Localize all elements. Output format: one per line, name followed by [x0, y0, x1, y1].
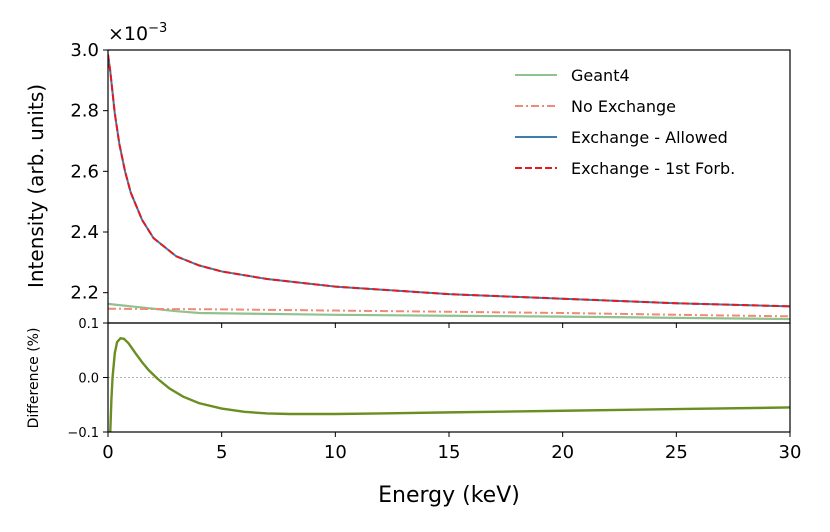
bottom-y-tick-label: −0.1 — [67, 426, 99, 441]
bottom-y-axis-label: Difference (%) — [26, 328, 42, 429]
top-series-lines — [108, 54, 790, 321]
x-tick-label: 25 — [665, 442, 688, 463]
series-line-exchange-1st-forb — [108, 54, 790, 308]
top-plot-frame — [107, 49, 791, 324]
top-y-tick-label: 3.0 — [70, 40, 99, 61]
bottom-y-tick-label: 0.1 — [78, 317, 99, 332]
x-tick-label: 30 — [779, 442, 802, 463]
bottom-series-lines — [108, 336, 790, 432]
top-y-tick-label: 2.8 — [70, 101, 99, 122]
series-line-geant4 — [108, 302, 790, 321]
top-panel: 2.2 2.4 2.6 2.8 3.0 Intensity (arb. units) ×… — [24, 21, 791, 328]
top-y-ticks: 2.2 2.4 2.6 2.8 3.0 — [70, 40, 108, 304]
bottom-panel: −0.1 0.0 0.1 0 5 10 15 20 25 30 Difference (%) E… — [26, 317, 801, 508]
top-x-ticks — [107, 323, 791, 328]
bottom-y-ticks: −0.1 0.0 0.1 — [67, 317, 108, 441]
series-line-no-exchange — [108, 307, 790, 318]
series-line-difference — [109, 336, 790, 432]
x-tick-label: 20 — [551, 442, 574, 463]
x-tick-label: 5 — [216, 442, 227, 463]
x-tick-label: 0 — [102, 442, 113, 463]
legend: Geant4 No Exchange Exchange - Allowed Excha… — [515, 66, 735, 178]
legend-label: Exchange - Allowed — [571, 128, 728, 147]
top-y-axis-label: Intensity (arb. units) — [24, 84, 48, 288]
x-axis-label: Energy (keV) — [378, 483, 520, 508]
x-tick-label: 10 — [324, 442, 347, 463]
top-y-tick-label: 2.2 — [70, 283, 99, 304]
top-y-tick-label: 2.6 — [70, 161, 99, 182]
legend-label: Geant4 — [571, 66, 630, 85]
x-tick-label: 15 — [438, 442, 461, 463]
bottom-x-ticks: 0 5 10 15 20 25 30 — [102, 432, 801, 463]
bottom-y-tick-label: 0.0 — [78, 372, 99, 387]
legend-label: No Exchange — [571, 97, 676, 116]
top-y-tick-label: 2.4 — [70, 222, 99, 243]
y-scale-factor: ×10−3 — [108, 21, 167, 45]
legend-label: Exchange - 1st Forb. — [571, 159, 735, 178]
